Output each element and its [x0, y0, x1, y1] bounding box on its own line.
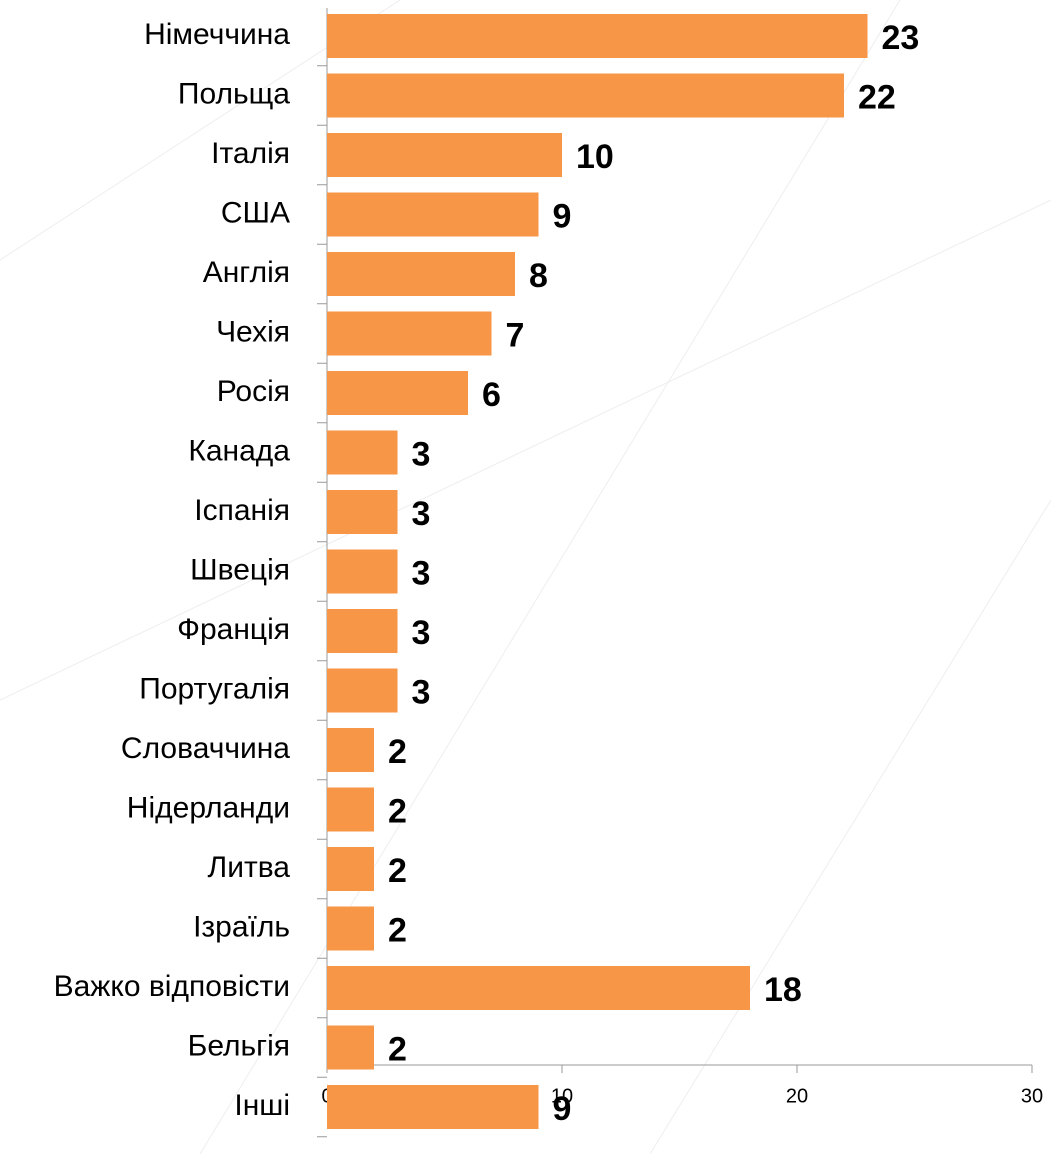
- category-label: Іспанія: [194, 494, 290, 527]
- category-label: США: [221, 196, 290, 229]
- value-label: 3: [412, 673, 431, 711]
- x-tick-label: 10: [551, 1085, 573, 1107]
- x-tick-label: 30: [1021, 1085, 1043, 1107]
- bar: [327, 371, 468, 415]
- bar: [327, 490, 398, 534]
- value-label: 9: [553, 1090, 572, 1128]
- bar: [327, 311, 492, 356]
- category-label: Італія: [211, 137, 290, 170]
- value-label: 22: [858, 78, 896, 116]
- bar: [327, 133, 562, 177]
- category-label: Франція: [177, 613, 290, 646]
- value-label: 3: [412, 554, 431, 592]
- value-label: 8: [529, 257, 548, 295]
- value-label: 7: [506, 316, 525, 354]
- bar: [327, 609, 398, 653]
- bar: [327, 906, 374, 951]
- category-label: Швеція: [190, 553, 290, 586]
- category-label: Бельгія: [188, 1029, 290, 1062]
- value-label: 3: [412, 495, 431, 533]
- category-label: Важко відповісти: [54, 970, 290, 1003]
- category-label: Росія: [217, 375, 290, 408]
- bar: [327, 549, 398, 594]
- bar: [327, 847, 374, 891]
- bar: [327, 668, 398, 713]
- value-label: 6: [482, 376, 501, 414]
- category-label: Німеччина: [144, 18, 290, 51]
- bar: [327, 252, 515, 296]
- bar: [327, 787, 374, 832]
- category-label: Канада: [188, 434, 290, 467]
- category-label: Англія: [203, 256, 290, 289]
- category-label: Словаччина: [121, 732, 290, 765]
- bar: [327, 728, 374, 772]
- value-label: 2: [388, 792, 407, 830]
- bar: [327, 14, 868, 58]
- value-label: 10: [576, 138, 614, 176]
- value-label: 9: [553, 197, 572, 235]
- category-label: Литва: [208, 851, 291, 884]
- value-label: 2: [388, 1030, 407, 1068]
- category-label: Нідерланди: [127, 791, 290, 824]
- value-label: 18: [764, 971, 802, 1009]
- category-label: Польща: [178, 77, 290, 110]
- value-label: 2: [388, 733, 407, 771]
- category-label: Португалія: [139, 672, 290, 705]
- bar: [327, 1085, 539, 1129]
- bar: [327, 430, 398, 475]
- value-label: 3: [412, 435, 431, 473]
- bar: [327, 966, 750, 1010]
- value-label: 3: [412, 614, 431, 652]
- category-label: Інші: [234, 1089, 290, 1122]
- value-label: 23: [882, 19, 920, 57]
- value-label: 2: [388, 911, 407, 949]
- x-tick-label: 20: [786, 1085, 808, 1107]
- bar: [327, 73, 844, 118]
- bar: [327, 1025, 374, 1070]
- value-label: 2: [388, 852, 407, 890]
- bar: [327, 192, 539, 237]
- category-label: Чехія: [216, 315, 290, 348]
- category-label: Ізраїль: [193, 910, 290, 943]
